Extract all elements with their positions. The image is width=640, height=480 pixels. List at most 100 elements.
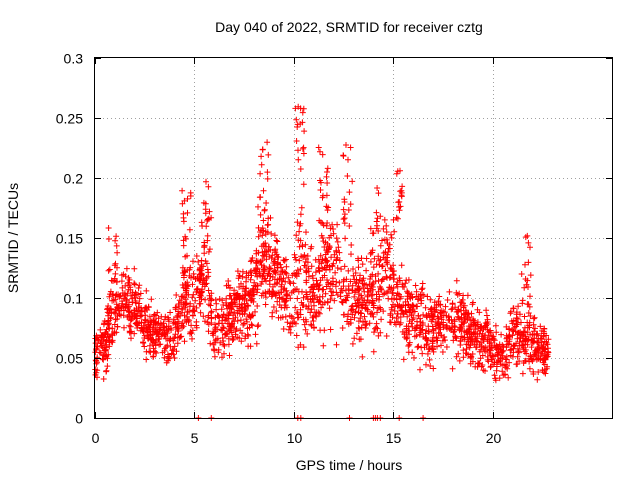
data-point: [219, 335, 226, 341]
data-point: [413, 288, 420, 295]
data-point: [355, 318, 362, 325]
data-point: [525, 259, 532, 266]
data-point: [265, 215, 272, 222]
data-point: [507, 310, 514, 317]
data-point: [193, 324, 200, 331]
data-point: [166, 318, 172, 325]
data-point: [474, 306, 481, 313]
data-point: [388, 231, 394, 238]
data-point: [461, 328, 468, 335]
data-point: [118, 272, 125, 279]
data-point: [526, 365, 533, 372]
data-point: [319, 235, 326, 241]
data-point: [299, 109, 306, 116]
data-point: [368, 292, 375, 299]
data-point: [366, 281, 373, 288]
data-point: [524, 341, 531, 348]
data-point: [375, 332, 382, 339]
data-point: [357, 315, 364, 322]
data-point: [198, 219, 205, 226]
data-point: [380, 308, 387, 315]
data-point: [359, 261, 366, 268]
data-point: [124, 290, 131, 297]
data-point: [263, 278, 269, 285]
data-point: [247, 258, 254, 265]
data-point: [518, 271, 525, 277]
data-point: [255, 249, 262, 256]
data-point: [468, 353, 475, 360]
data-point: [251, 282, 257, 289]
data-point: [157, 341, 164, 348]
data-point: [294, 310, 301, 317]
data-point: [492, 377, 499, 384]
data-point: [453, 277, 460, 284]
data-point: [426, 356, 433, 363]
data-point: [294, 267, 301, 274]
data-point: [341, 196, 348, 203]
data-point: [294, 219, 301, 226]
data-point: [239, 311, 246, 318]
data-point: [289, 272, 296, 279]
data-point: [479, 362, 486, 368]
data-point: [247, 343, 254, 350]
data-point: [519, 297, 526, 304]
data-point: [482, 368, 488, 374]
data-point: [129, 295, 136, 302]
data-point: [370, 313, 377, 320]
data-point: [122, 282, 129, 289]
data-point: [446, 325, 453, 332]
data-point: [207, 340, 214, 347]
data-point: [160, 324, 167, 331]
data-point: [367, 258, 374, 265]
data-point: [131, 265, 138, 272]
data-point: [94, 354, 101, 361]
data-point: [340, 216, 347, 223]
data-point: [265, 151, 272, 158]
data-point: [92, 340, 99, 347]
data-point: [323, 283, 330, 290]
data-point: [263, 200, 270, 206]
data-point: [373, 320, 380, 327]
data-point: [452, 304, 459, 311]
data-point: [338, 266, 345, 273]
data-point: [308, 321, 314, 328]
data-point: [395, 318, 401, 325]
data-point: [518, 342, 525, 348]
data-point: [418, 297, 425, 304]
data-point: [501, 371, 508, 378]
data-point: [146, 313, 153, 320]
data-point: [377, 242, 384, 249]
data-point: [411, 333, 418, 340]
data-point: [340, 311, 347, 318]
data-point: [336, 257, 343, 264]
data-point: [296, 257, 303, 264]
data-point: [343, 142, 349, 148]
data-point: [166, 337, 173, 344]
data-point: [311, 325, 317, 331]
data-point: [223, 331, 230, 338]
data-point: [328, 292, 335, 299]
data-point: [140, 322, 147, 329]
data-point: [255, 203, 261, 210]
data-point: [276, 295, 283, 302]
data-point: [150, 337, 157, 344]
data-point: [198, 261, 205, 268]
data-point: [393, 315, 400, 322]
data-point: [190, 258, 196, 265]
data-point: [273, 308, 280, 314]
data-point: [161, 325, 168, 331]
data-point: [113, 329, 120, 336]
data-point: [303, 267, 309, 274]
data-point: [474, 363, 481, 370]
data-point: [319, 274, 326, 281]
data-point: [293, 232, 300, 239]
data-point: [155, 315, 162, 322]
data-point: [401, 331, 408, 338]
data-point: [170, 320, 177, 327]
data-point: [128, 316, 135, 323]
data-point: [408, 312, 415, 319]
data-point: [143, 348, 150, 355]
data-point: [205, 269, 212, 276]
data-point: [423, 312, 430, 319]
data-point: [236, 293, 243, 300]
